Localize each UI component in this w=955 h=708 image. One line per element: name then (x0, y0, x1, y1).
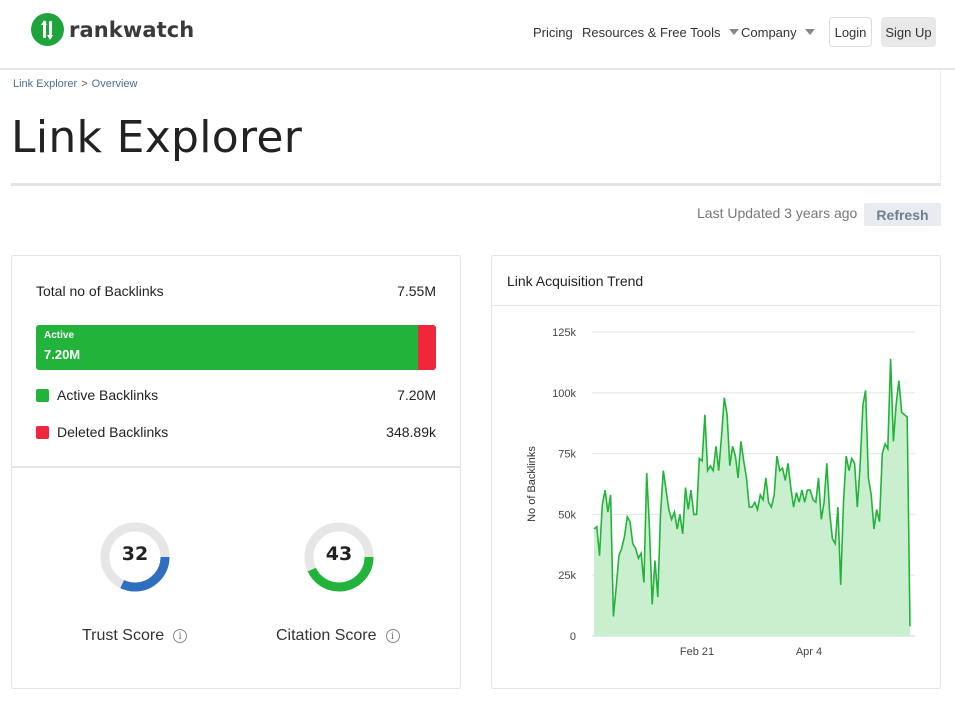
backlinks-stacked-bar[interactable]: Active 7.20M (36, 325, 436, 370)
trust-score-label-row: Trust Score i (82, 627, 188, 645)
chevron-down-icon (804, 29, 815, 35)
trust-score-value: 32 (121, 543, 149, 565)
y-axis-label: No of Backlinks (526, 446, 538, 522)
deleted-backlinks-label: Deleted Backlinks (57, 424, 169, 440)
nav-pricing-link[interactable]: Pricing (533, 24, 573, 40)
citation-score-label-row: Citation Score i (276, 627, 400, 645)
last-updated-text: Last Updated 3 years ago (697, 205, 858, 221)
y-tick-label: 50k (558, 509, 576, 521)
breadcrumb-link-explorer[interactable]: Link Explorer (13, 78, 78, 90)
y-tick-label: 75k (558, 449, 576, 461)
trust-gauge-arc (100, 522, 170, 592)
area-fill (594, 358, 910, 636)
y-tick-label: 100k (552, 388, 576, 400)
y-tick-label: 125k (552, 327, 576, 339)
series-line (593, 358, 911, 627)
y-tick-label: 0 (570, 631, 576, 643)
active-segment-value: 7.20M (44, 347, 81, 362)
active-backlinks-value: 7.20M (397, 387, 436, 403)
chevron-down-icon (728, 29, 739, 35)
nav-company-label: Company (741, 24, 797, 40)
trust-score-gauge (100, 522, 170, 592)
info-icon[interactable]: i (173, 629, 188, 643)
link-acquisition-trend-card: Link Acquisition Trend 0 25k 50k 75k 100k 125… (491, 255, 941, 689)
total-backlinks-label: Total no of Backlinks (36, 283, 164, 299)
deleted-segment[interactable] (417, 325, 436, 370)
refresh-button[interactable]: Refresh (864, 203, 941, 226)
citation-score-gauge (304, 522, 374, 592)
breadcrumb-overview[interactable]: Overview (91, 78, 138, 90)
info-icon[interactable]: i (385, 629, 400, 643)
login-button[interactable]: Login (829, 17, 872, 47)
top-navigation-bar: rankwatch Pricing Resources & Free Tools… (0, 0, 955, 70)
active-legend-swatch (36, 389, 49, 402)
citation-score-label: Citation Score (276, 627, 377, 644)
nav-company-menu[interactable]: Company (741, 22, 815, 42)
trust-score-label: Trust Score (82, 627, 165, 644)
page-header-section (11, 71, 941, 186)
y-tick-label: 25k (558, 570, 576, 582)
logo-icon (31, 13, 64, 46)
backlinks-summary-card: Total no of Backlinks 7.55M Active 7.20M… (11, 255, 461, 689)
active-backlinks-label: Active Backlinks (57, 387, 159, 403)
signup-button[interactable]: Sign Up (881, 17, 936, 47)
page-title: Link Explorer (11, 112, 303, 163)
brand-name: rankwatch (69, 17, 195, 42)
x-tick-label: Feb 21 (680, 646, 714, 658)
nav-resources-menu[interactable]: Resources & Free Tools (582, 22, 739, 42)
breadcrumb-separator: > (81, 78, 88, 90)
nav-resources-label: Resources & Free Tools (582, 24, 721, 40)
breadcrumb: Link Explorer > Overview (13, 78, 137, 90)
citation-score-value: 43 (325, 543, 353, 565)
section-divider (12, 466, 460, 468)
active-segment-label: Active (44, 330, 75, 341)
card-title: Link Acquisition Trend (507, 273, 644, 289)
card-header: Link Acquisition Trend (492, 256, 940, 306)
link-acquisition-chart[interactable]: 0 25k 50k 75k 100k 125k No of Backlinks Feb 21 A… (492, 307, 940, 687)
deleted-backlinks-value: 348.89k (386, 424, 436, 440)
x-tick-label: Apr 4 (796, 646, 822, 658)
active-segment[interactable]: Active 7.20M (36, 325, 418, 370)
total-backlinks-value: 7.55M (397, 283, 436, 299)
citation-gauge-arc (304, 522, 374, 592)
rankwatch-logo[interactable]: rankwatch (31, 13, 194, 46)
deleted-legend-swatch (36, 426, 49, 439)
